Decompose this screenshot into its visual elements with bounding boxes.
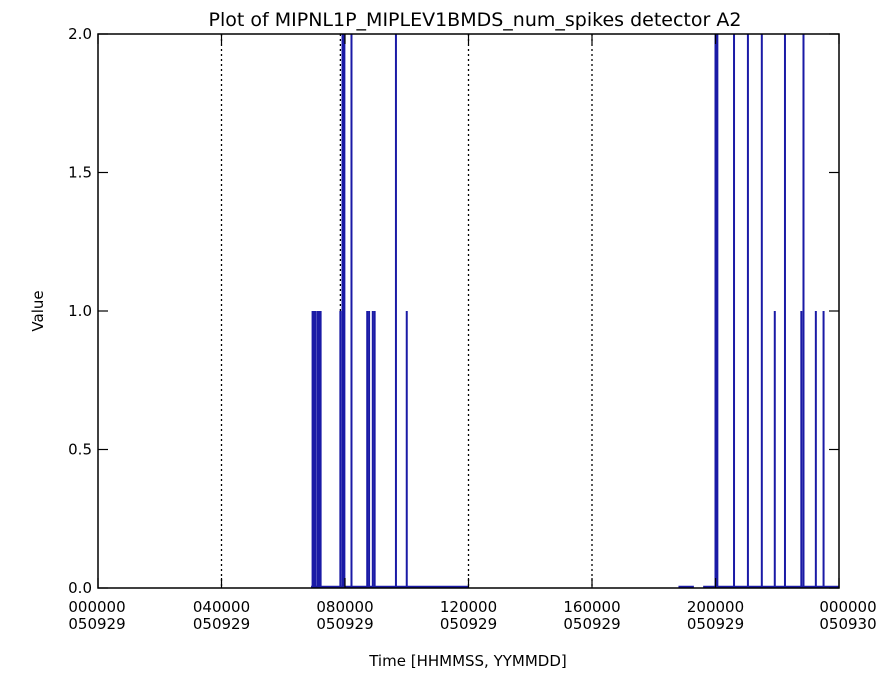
x-tick-label-time: 160000 xyxy=(563,598,620,616)
x-tick-label-date: 050929 xyxy=(68,615,125,633)
y-tick-label: 1.0 xyxy=(68,302,92,320)
x-tick-label-time: 120000 xyxy=(440,598,497,616)
x-tick-label-date: 050930 xyxy=(819,615,876,633)
y-tick-label: 2.0 xyxy=(68,25,92,43)
y-tick-label: 0.5 xyxy=(68,441,92,459)
x-tick-label-time: 000000 xyxy=(819,598,876,616)
time-reference-lines xyxy=(220,34,717,588)
x-tick-label-date: 050929 xyxy=(316,615,373,633)
x-tick-label-time: 040000 xyxy=(193,598,250,616)
y-axis-label: Value xyxy=(29,290,47,331)
y-axis: 0.0 0.5 1.0 1.5 2.0 xyxy=(68,25,839,597)
x-tick-label-time: 200000 xyxy=(687,598,744,616)
chart-title: Plot of MIPNL1P_MIPLEV1BMDS_num_spikes d… xyxy=(209,9,742,31)
x-axis-label: Time [HHMMSS, YYMMDD] xyxy=(368,652,567,670)
series xyxy=(311,34,839,589)
y-tick-label: 0.0 xyxy=(68,579,92,597)
series-layer xyxy=(311,34,839,589)
x-tick-label-date: 050929 xyxy=(687,615,744,633)
x-tick-label-date: 050929 xyxy=(563,615,620,633)
x-tick-label-time: 080000 xyxy=(316,598,373,616)
x-axis: 0000000509290400000509290800000509291200… xyxy=(68,34,877,633)
y-tick-label: 1.5 xyxy=(68,164,92,182)
x-tick-label-time: 000000 xyxy=(68,598,125,616)
x-tick-label-date: 050929 xyxy=(440,615,497,633)
x-tick-label-date: 050929 xyxy=(193,615,250,633)
